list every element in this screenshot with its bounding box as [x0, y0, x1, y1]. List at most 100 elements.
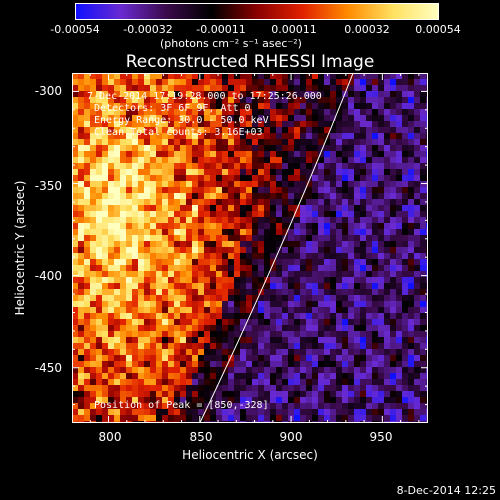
heatmap-cell	[198, 259, 205, 266]
heatmap-cell	[354, 91, 361, 98]
heatmap-cell	[246, 349, 253, 356]
heatmap-cell	[180, 247, 187, 254]
heatmap-cell	[78, 283, 85, 290]
heatmap-cell	[102, 325, 109, 332]
heatmap-cell	[156, 169, 163, 176]
heatmap-cell	[150, 247, 157, 254]
heatmap-cell	[240, 337, 247, 344]
heatmap-cell	[396, 169, 403, 176]
heatmap-cell	[144, 397, 151, 404]
heatmap-cell	[258, 229, 265, 236]
heatmap-cell	[384, 151, 391, 158]
heatmap-cell	[294, 319, 301, 326]
heatmap-cell	[384, 85, 391, 92]
heatmap-cell	[198, 325, 205, 332]
heatmap-cell	[144, 271, 151, 278]
heatmap-cell	[252, 223, 259, 230]
heatmap-cell	[222, 271, 229, 278]
heatmap-cell	[276, 85, 283, 92]
heatmap-cell	[198, 343, 205, 350]
heatmap-cell	[222, 229, 229, 236]
heatmap-cell	[150, 283, 157, 290]
heatmap-cell	[240, 319, 247, 326]
heatmap-cell	[360, 187, 367, 194]
heatmap-cell	[162, 133, 169, 140]
heatmap-cell	[348, 307, 355, 314]
heatmap-cell	[360, 169, 367, 176]
heatmap-cell	[138, 193, 145, 200]
heatmap-cell	[132, 181, 139, 188]
heatmap-cell	[138, 385, 145, 392]
heatmap-cell	[384, 217, 391, 224]
heatmap-cell	[318, 343, 325, 350]
heatmap-cell	[318, 109, 325, 116]
heatmap-cell	[198, 205, 205, 212]
heatmap-cell	[114, 409, 121, 416]
heatmap-cell	[126, 79, 133, 86]
heatmap-cell	[342, 271, 349, 278]
heatmap-cell	[222, 391, 229, 398]
heatmap-cell	[402, 127, 409, 134]
heatmap-cell	[318, 367, 325, 374]
heatmap-cell	[240, 385, 247, 392]
heatmap-cell	[366, 109, 373, 116]
heatmap-cell	[96, 175, 103, 182]
heatmap-cell	[354, 247, 361, 254]
heatmap-cell	[252, 181, 259, 188]
heatmap-cell	[408, 91, 415, 98]
heatmap-cell	[354, 331, 361, 338]
heatmap-cell	[402, 223, 409, 230]
heatmap-cell	[114, 385, 121, 392]
heatmap-cell	[228, 85, 235, 92]
heatmap-cell	[102, 235, 109, 242]
heatmap-cell	[360, 373, 367, 380]
heatmap-cell	[216, 397, 223, 404]
heatmap-cell	[228, 313, 235, 320]
heatmap-cell	[402, 361, 409, 368]
heatmap-cell	[156, 337, 163, 344]
heatmap-cell	[222, 187, 229, 194]
heatmap-cell	[378, 343, 385, 350]
heatmap-cell	[348, 175, 355, 182]
heatmap-cell	[390, 121, 397, 128]
heatmap-cell	[270, 373, 277, 380]
heatmap-cell	[354, 85, 361, 92]
heatmap-cell	[282, 181, 289, 188]
heatmap-cell	[276, 403, 283, 410]
heatmap-cell	[102, 97, 109, 104]
heatmap-cell	[378, 409, 385, 416]
heatmap-cell	[192, 385, 199, 392]
heatmap-cell	[126, 277, 133, 284]
heatmap-cell	[222, 193, 229, 200]
heatmap-cell	[222, 307, 229, 314]
heatmap-cell	[150, 313, 157, 320]
heatmap-cell	[126, 211, 133, 218]
heatmap-cell	[276, 349, 283, 356]
heatmap-cell	[276, 379, 283, 386]
heatmap-cell	[366, 211, 373, 218]
heatmap-cell	[192, 223, 199, 230]
heatmap-cell	[138, 175, 145, 182]
heatmap-cell	[246, 367, 253, 374]
heatmap-cell	[132, 211, 139, 218]
heatmap-cell	[114, 307, 121, 314]
heatmap-cell	[276, 301, 283, 308]
heatmap-cell	[150, 193, 157, 200]
heatmap-cell	[216, 103, 223, 110]
heatmap-cell	[420, 223, 427, 230]
heatmap-cell	[372, 217, 379, 224]
heatmap-cell	[354, 211, 361, 218]
heatmap-cell	[132, 217, 139, 224]
heatmap-cell	[324, 109, 331, 116]
heatmap-cell	[408, 187, 415, 194]
heatmap-cell	[114, 127, 121, 134]
heatmap-cell	[234, 409, 241, 416]
heatmap-cell	[372, 169, 379, 176]
heatmap-cell	[144, 343, 151, 350]
heatmap-cell	[324, 241, 331, 248]
heatmap-cell	[138, 307, 145, 314]
heatmap-cell	[120, 253, 127, 260]
heatmap-cell	[138, 73, 145, 80]
heatmap-cell	[90, 85, 97, 92]
heatmap-cell	[342, 301, 349, 308]
